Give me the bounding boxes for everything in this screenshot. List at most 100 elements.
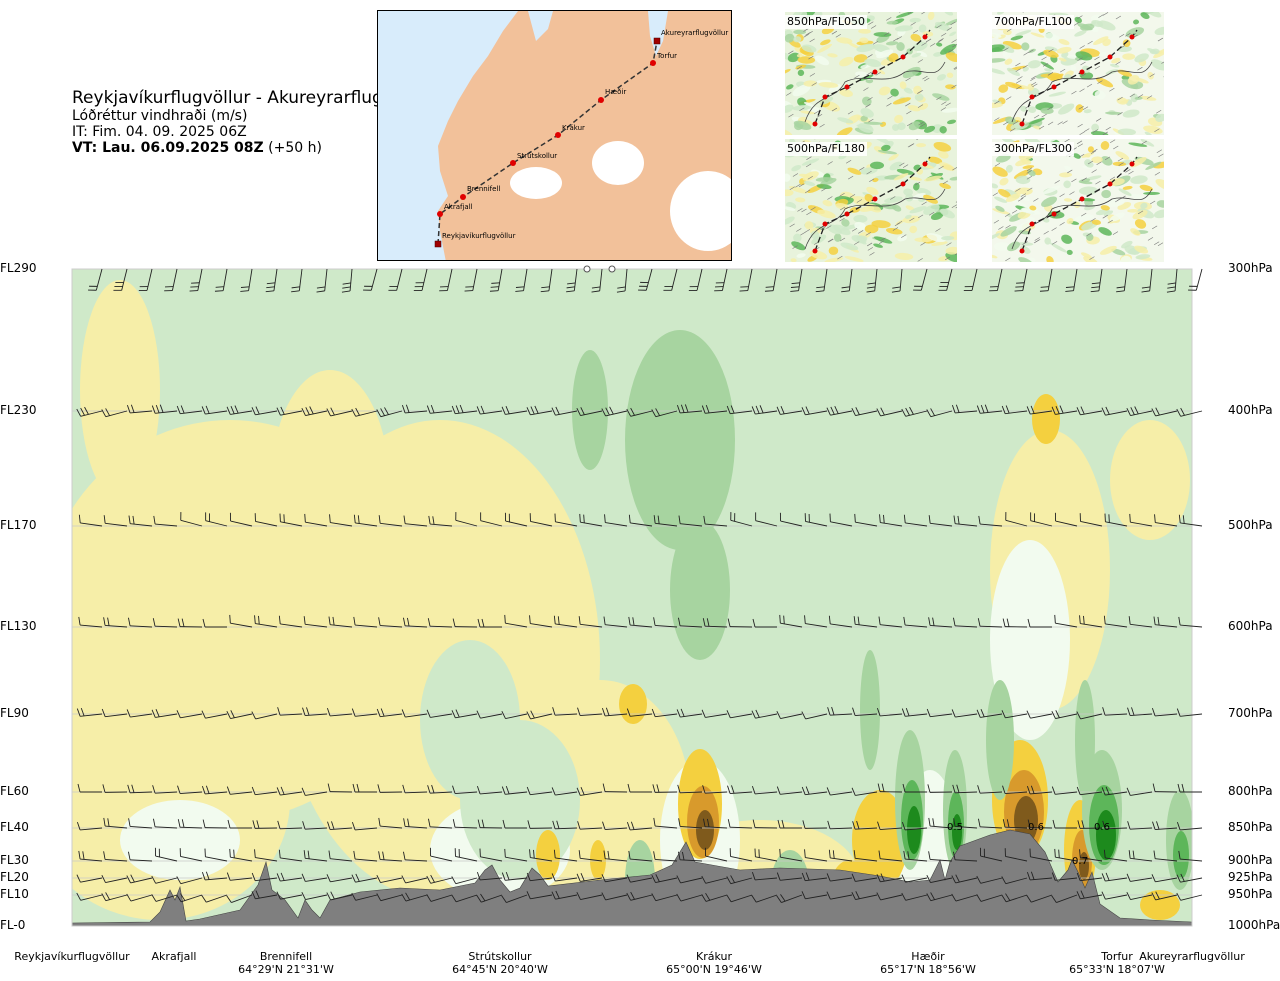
wind-barb	[452, 819, 478, 829]
wind-barb	[852, 820, 878, 830]
wind-barb	[102, 784, 128, 793]
wind-barb	[977, 785, 1003, 794]
wind-barb	[1005, 512, 1028, 527]
valid-time-main: VT: Lau. 06.09.2025 08Z	[72, 140, 264, 156]
wind-barb	[877, 783, 903, 793]
route-location-label: Akureyrarflugvöllur	[1139, 950, 1245, 963]
wind-barb	[1051, 405, 1078, 415]
valid-time: VT: Lau. 06.09.2025 08Z (+50 h)	[72, 140, 431, 156]
wind-barb	[902, 783, 927, 793]
wind-barb	[301, 891, 328, 901]
wind-barb	[353, 514, 378, 527]
map-airport-marker	[653, 37, 661, 45]
wind-barb	[363, 268, 378, 291]
wind-barb	[866, 268, 878, 293]
wind-barb	[301, 787, 328, 796]
thumbnail-300hpa[interactable]: 300hPa/FL300	[992, 139, 1164, 262]
wind-barb	[876, 407, 903, 417]
wind-barb	[151, 709, 178, 718]
wind-barb	[526, 786, 553, 796]
wind-barb	[451, 894, 478, 903]
wind-barb	[526, 405, 553, 416]
wind-barb	[804, 615, 828, 628]
wind-barb	[928, 817, 953, 829]
field-region	[572, 350, 608, 470]
wind-barb	[429, 847, 453, 862]
wind-barb	[703, 818, 728, 829]
wind-barb	[527, 820, 553, 829]
wind-barb	[327, 783, 353, 793]
wind-barb	[329, 514, 353, 527]
wind-barb	[963, 268, 978, 292]
field-region	[852, 790, 908, 890]
wind-barb	[1002, 819, 1028, 829]
thumbnail-700hpa[interactable]: 700hPa/FL100	[992, 12, 1164, 135]
wind-barb	[189, 268, 203, 292]
wind-barb	[378, 851, 403, 862]
wind-barb	[1051, 872, 1078, 881]
wind-barb	[476, 871, 503, 881]
wind-barb	[103, 515, 128, 527]
wind-barb	[451, 404, 478, 415]
valid-time-lead: (+50 h)	[268, 140, 322, 156]
wind-barb	[378, 617, 403, 628]
thumbnail-850hpa[interactable]: 850hPa/FL050	[785, 12, 957, 135]
wind-barb	[276, 891, 303, 900]
location-coordinate: 64°45'N 20°40'W	[452, 963, 548, 976]
map-point-marker	[598, 97, 604, 103]
map-airport-marker	[434, 240, 442, 248]
wind-barb	[376, 893, 403, 902]
location-name: Krákur	[695, 950, 733, 963]
wind-barb	[526, 891, 553, 900]
wind-barb	[1030, 512, 1053, 527]
wind-barb	[127, 784, 153, 794]
wind-barb	[76, 406, 103, 417]
wind-barb	[341, 268, 353, 293]
wind-barb	[826, 787, 853, 796]
wind-barb	[801, 786, 828, 796]
thumbnail-500hpa[interactable]: 500hPa/FL180	[785, 139, 957, 262]
contour-label: 0.7	[1072, 856, 1088, 867]
wind-barb	[476, 785, 503, 795]
wind-barb	[1176, 708, 1203, 717]
wind-barb	[302, 707, 328, 716]
wind-barb	[576, 787, 603, 796]
wind-barb	[403, 851, 428, 862]
wind-barb	[727, 819, 753, 829]
pressure-level-label: 400hPa	[1228, 403, 1273, 417]
wind-barb	[1141, 268, 1153, 293]
wind-barb	[701, 892, 728, 902]
wind-barb	[1090, 268, 1103, 293]
wind-barb	[103, 617, 128, 628]
wind-barb	[552, 707, 578, 716]
wind-barb	[729, 848, 753, 862]
wind-barb	[128, 818, 153, 829]
wind-barb	[454, 848, 478, 862]
wind-barb	[205, 512, 228, 527]
wind-barb	[251, 872, 278, 882]
contour-label: 0.6	[1028, 822, 1044, 833]
field-region	[860, 650, 880, 770]
wind-barb	[378, 515, 403, 527]
wind-barb	[376, 874, 403, 884]
wind-barb	[755, 512, 778, 527]
wind-barb	[1076, 872, 1103, 882]
wind-barb	[388, 268, 403, 291]
wind-barb	[252, 820, 278, 829]
wind-barb	[776, 894, 803, 903]
wind-barb	[653, 817, 678, 829]
wind-barb	[626, 874, 653, 883]
wind-barb	[841, 268, 853, 293]
field-region	[1110, 420, 1190, 540]
wind-barb	[202, 618, 227, 628]
wind-barb	[652, 784, 678, 793]
wind-barb	[254, 513, 278, 527]
wind-barb	[726, 405, 753, 415]
wind-barb	[353, 850, 378, 862]
flight-level-label: FL230	[0, 403, 37, 417]
flight-level-label: FL10	[0, 887, 29, 901]
wind-barb	[276, 872, 303, 882]
wind-barb	[229, 614, 253, 628]
wind-barb	[1152, 783, 1178, 793]
wind-barb	[1154, 514, 1178, 527]
